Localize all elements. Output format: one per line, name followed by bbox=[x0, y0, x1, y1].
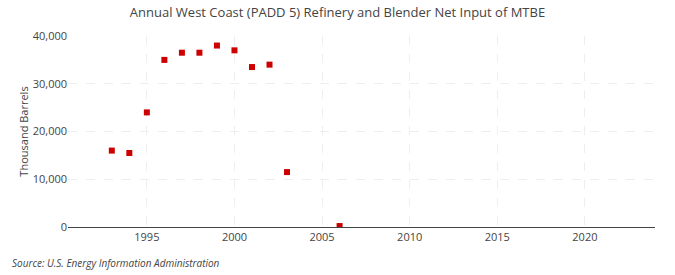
svg-text:0: 0 bbox=[61, 219, 67, 234]
svg-text:2000: 2000 bbox=[222, 229, 247, 244]
svg-text:2020: 2020 bbox=[572, 229, 597, 244]
svg-text:2015: 2015 bbox=[485, 229, 510, 244]
svg-text:1995: 1995 bbox=[134, 229, 159, 244]
svg-text:Annual West Coast (PADD 5) Ref: Annual West Coast (PADD 5) Refinery and … bbox=[130, 3, 545, 21]
svg-text:10,000: 10,000 bbox=[33, 171, 67, 186]
svg-text:40,000: 40,000 bbox=[33, 28, 67, 43]
svg-text:Thousand Barrels: Thousand Barrels bbox=[16, 86, 31, 176]
svg-text:Source: U.S. Energy Informatio: Source: U.S. Energy Information Administ… bbox=[12, 256, 220, 270]
svg-text:2010: 2010 bbox=[397, 229, 422, 244]
svg-text:30,000: 30,000 bbox=[33, 76, 67, 91]
svg-text:2005: 2005 bbox=[309, 229, 334, 244]
svg-text:20,000: 20,000 bbox=[33, 123, 67, 138]
